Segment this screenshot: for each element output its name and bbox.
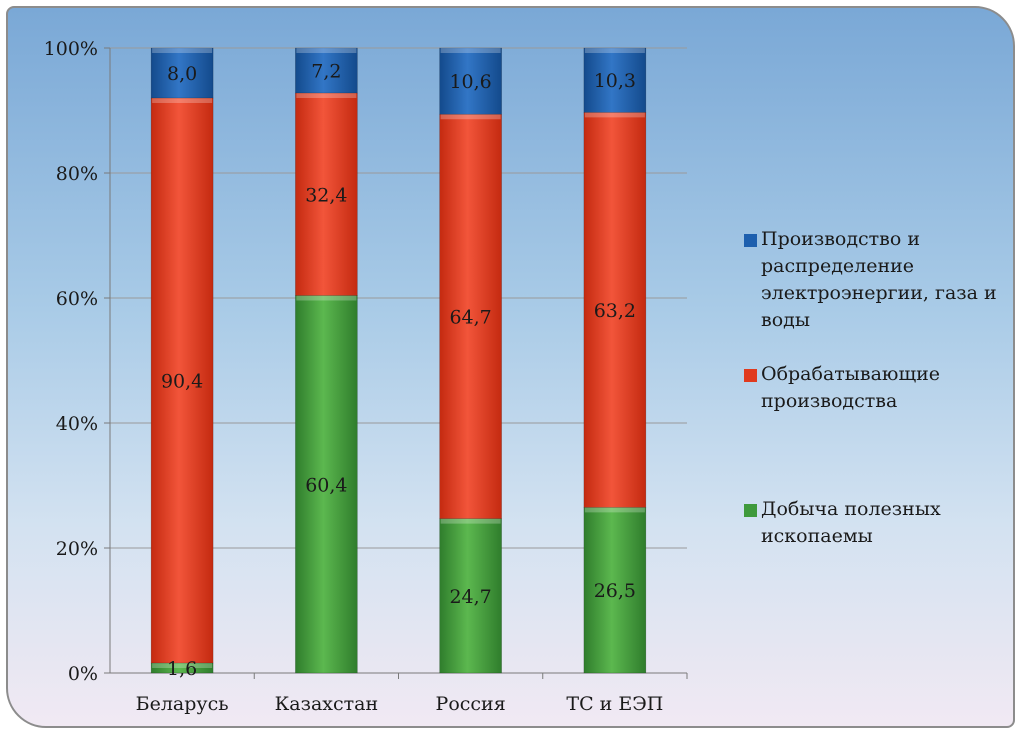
bar-segment-highlight [584,48,645,53]
bar-segment-mining [583,507,647,674]
bar-segment-highlight [584,112,645,118]
data-label-manufacturing: 64,7 [449,306,491,328]
data-label-electricity: 7,2 [311,61,341,83]
bar-segment-electricity [583,47,647,113]
legend-swatch-mining [744,504,757,517]
data-label-manufacturing: 32,4 [305,184,347,206]
bar-segment-electricity [439,47,502,115]
data-label-mining: 26,5 [594,580,636,602]
chart-frame: 1,6 90,4 8,0 60,4 32,4 7,2 24,7 64,7 10,6 26,5 63,… [6,6,1015,728]
data-label-manufacturing: 63,2 [594,300,636,322]
data-label-mining: 24,7 [449,586,491,608]
bar-segment-highlight [152,48,213,53]
data-label-electricity: 10,6 [449,71,491,93]
bar-segment-electricity [150,47,214,99]
bar-segment-highlight [440,114,501,120]
x-category-label: Россия [436,693,506,715]
x-category-label: Беларусь [136,693,229,715]
bar-segment-mining [295,295,358,674]
legend-label-electricity: Производство и распределение электроэнер… [761,228,997,331]
x-category-label: ТС и ЕЭП [566,693,663,715]
bar-segment-highlight [584,507,645,513]
y-tick-label: 0% [68,663,98,685]
legend-item-mining: Добыча полезных ископаемы [744,496,1013,550]
legend-item-manufacturing: Обрабатывающие производства [744,361,1013,415]
legend-mining: Добыча полезных ископаемы [744,496,1013,550]
legend-label-manufacturing: Обрабатывающие производства [761,363,941,412]
bar-segment-mining [439,518,502,674]
y-tick-label: 80% [56,163,98,185]
bar-segment-highlight [440,518,501,524]
bar-segment-electricity [295,47,358,94]
bar-segment-highlight [296,48,357,53]
legend-swatch-manufacturing [744,369,757,382]
data-label-mining: 1,6 [167,658,197,680]
legend-manufacturing: Обрабатывающие производства [744,361,1013,415]
legend: Производство и распределение электроэнер… [744,226,1013,334]
y-tick-label: 20% [56,538,98,560]
legend-swatch-electricity [744,234,757,247]
bar-segment-manufacturing [150,97,214,664]
bar-segment-manufacturing [583,112,647,508]
y-tick-label: 60% [56,288,98,310]
data-label-electricity: 10,3 [594,70,636,92]
y-tick-label: 100% [44,38,98,60]
data-label-mining: 60,4 [305,474,347,496]
y-tick-label: 40% [56,413,98,435]
bar-segment-highlight [152,663,213,668]
stacked-bar-chart: 1,6 90,4 8,0 60,4 32,4 7,2 24,7 64,7 10,6 26,5 63,… [44,38,688,715]
bar-segment-highlight [296,295,357,301]
x-category-label: Казахстан [275,693,379,715]
bar-segment-manufacturing [439,113,502,519]
bar-segment-highlight [296,93,357,98]
bar-segment-highlight [152,98,213,103]
bar-segment-highlight [440,48,501,53]
data-label-electricity: 8,0 [167,63,197,85]
data-label-manufacturing: 90,4 [161,371,203,393]
legend-label-mining: Добыча полезных ископаемы [761,498,941,547]
legend-item-electricity: Производство и распределение электроэнер… [744,226,1013,334]
bar-segment-manufacturing [295,92,358,296]
